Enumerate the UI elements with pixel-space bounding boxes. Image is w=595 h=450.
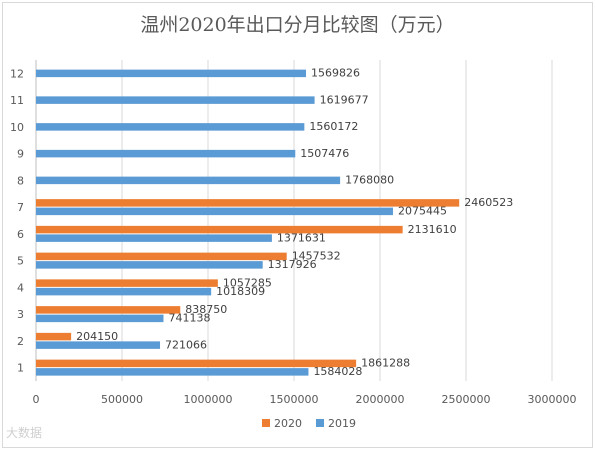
data-label-2020: 1457532 bbox=[292, 250, 341, 263]
data-label-2019: 1569826 bbox=[311, 67, 360, 80]
y-tick-label: 9 bbox=[17, 148, 24, 161]
y-tick-label: 10 bbox=[10, 121, 24, 134]
data-label-2019: 721066 bbox=[165, 338, 207, 351]
data-label-2019: 1317926 bbox=[268, 258, 317, 271]
x-tick-label: 2000000 bbox=[356, 393, 405, 406]
bar-2020 bbox=[36, 279, 218, 287]
y-tick-label: 3 bbox=[17, 308, 24, 321]
y-tick-label: 2 bbox=[17, 335, 24, 348]
y-tick-label: 7 bbox=[17, 201, 24, 214]
x-tick-label: 500000 bbox=[101, 393, 143, 406]
y-tick-label: 12 bbox=[10, 67, 24, 80]
bar-2019 bbox=[36, 69, 307, 78]
data-label-2020: 1057285 bbox=[223, 276, 272, 289]
legend-label: 2020 bbox=[274, 417, 302, 430]
x-tick-label: 0 bbox=[33, 393, 40, 406]
watermark: 大数据 bbox=[6, 426, 43, 440]
data-label-2019: 741138 bbox=[168, 312, 210, 325]
bar-2019 bbox=[36, 287, 212, 296]
legend-swatch bbox=[316, 419, 324, 427]
y-tick-label: 4 bbox=[17, 281, 24, 294]
data-label-2019: 1560172 bbox=[309, 120, 358, 133]
bar-2020 bbox=[36, 199, 460, 207]
bar-2019 bbox=[36, 314, 164, 323]
bar-2019 bbox=[36, 234, 272, 242]
y-tick-label: 6 bbox=[17, 228, 24, 241]
data-label-2020: 2131610 bbox=[408, 223, 457, 236]
bar-2019 bbox=[36, 261, 263, 269]
bar-2020 bbox=[36, 359, 357, 368]
y-tick-label: 11 bbox=[10, 94, 24, 107]
bar-2019 bbox=[36, 341, 161, 349]
chart-title: 温州2020年出口分月比较图（万元） bbox=[140, 14, 455, 36]
x-tick-label: 1000000 bbox=[184, 393, 233, 406]
data-label-2019: 1619677 bbox=[320, 93, 369, 106]
legend-label: 2019 bbox=[328, 417, 356, 430]
data-label-2019: 1371631 bbox=[277, 231, 326, 244]
bar-2019 bbox=[36, 123, 305, 131]
bar-2019 bbox=[36, 149, 296, 158]
y-tick-label: 1 bbox=[17, 362, 24, 375]
bar-2020 bbox=[36, 332, 72, 341]
bar-2020 bbox=[36, 225, 403, 234]
bar-2019 bbox=[36, 207, 393, 216]
x-tick-label: 1500000 bbox=[270, 393, 319, 406]
bar-2020 bbox=[36, 306, 181, 314]
data-label-2020: 838750 bbox=[185, 303, 227, 316]
x-tick-label: 2500000 bbox=[442, 393, 491, 406]
x-tick-label: 3000000 bbox=[528, 393, 577, 406]
y-tick-label: 5 bbox=[17, 255, 24, 268]
data-label-2019: 1507476 bbox=[300, 147, 349, 160]
data-label-2019: 2075445 bbox=[398, 205, 447, 218]
bar-2019 bbox=[36, 176, 341, 185]
legend-swatch bbox=[262, 419, 270, 427]
data-label-2019: 1584028 bbox=[313, 365, 362, 378]
data-label-2020: 2460523 bbox=[464, 196, 513, 209]
y-tick-label: 8 bbox=[17, 174, 24, 187]
data-label-2020: 204150 bbox=[76, 330, 118, 343]
data-label-2019: 1768080 bbox=[345, 174, 394, 187]
data-label-2019: 1018309 bbox=[216, 285, 265, 298]
bar-2019 bbox=[36, 96, 315, 104]
bar-2019 bbox=[36, 368, 309, 376]
data-label-2020: 1861288 bbox=[361, 357, 410, 370]
bar-2020 bbox=[36, 252, 287, 261]
